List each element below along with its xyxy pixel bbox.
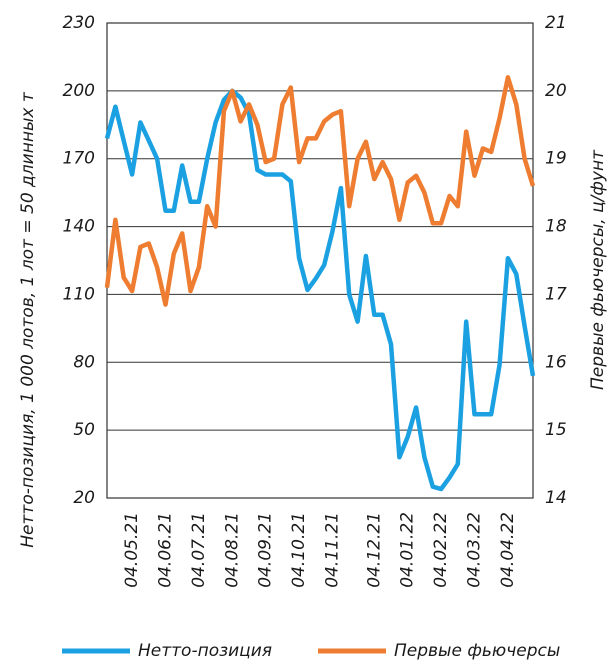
y-tick-label: 170 [63, 149, 95, 169]
x-tick-label: 04.04.22 [498, 512, 518, 588]
y2-tick-label: 14 [545, 488, 567, 508]
y2-tick-label: 16 [545, 352, 567, 372]
line-series [104, 75, 536, 307]
y2-tick-label: 20 [545, 81, 567, 101]
y2-axis-label: Первые фьючерсы, ц/фунт [588, 149, 608, 390]
x-tick-label: 04.11.21 [323, 512, 343, 588]
y-tick-label: 80 [73, 352, 95, 372]
y-tick-label: 200 [63, 81, 95, 101]
line-series [104, 88, 536, 492]
x-tick-label: 04.06.21 [155, 512, 175, 588]
x-tick-label: 04.05.21 [122, 512, 142, 588]
y2-tick-label: 21 [545, 13, 567, 33]
y-tick-label: 230 [63, 13, 95, 33]
x-tick-label: 04.10.21 [289, 512, 309, 588]
plot-frame [106, 22, 534, 499]
x-tick-label: 04.01.22 [398, 512, 418, 588]
x-tick-label: 04.09.21 [256, 512, 276, 588]
y2-tick-label: 17 [545, 284, 567, 304]
y-axis-label: Нетто-позиция, 1 000 лотов, 1 лот = 50 д… [18, 91, 38, 548]
x-tick-label: 04.03.22 [465, 512, 485, 588]
x-tick-label: 04.08.21 [222, 512, 242, 588]
y-tick-label: 20 [73, 488, 95, 508]
y2-tick-label: 15 [545, 420, 567, 440]
y-tick-label: 140 [63, 217, 95, 237]
y-tick-label: 110 [63, 284, 95, 304]
x-tick-label: 04.07.21 [189, 512, 209, 588]
y-tick-label: 50 [73, 420, 95, 440]
legend-label: Нетто-позиция [138, 641, 272, 661]
y2-tick-label: 18 [545, 217, 567, 237]
y2-tick-label: 19 [545, 149, 567, 169]
legend-label: Первые фьючерсы [394, 641, 560, 661]
x-tick-label: 04.02.22 [431, 512, 451, 588]
x-tick-label: 04.12.21 [364, 512, 384, 588]
